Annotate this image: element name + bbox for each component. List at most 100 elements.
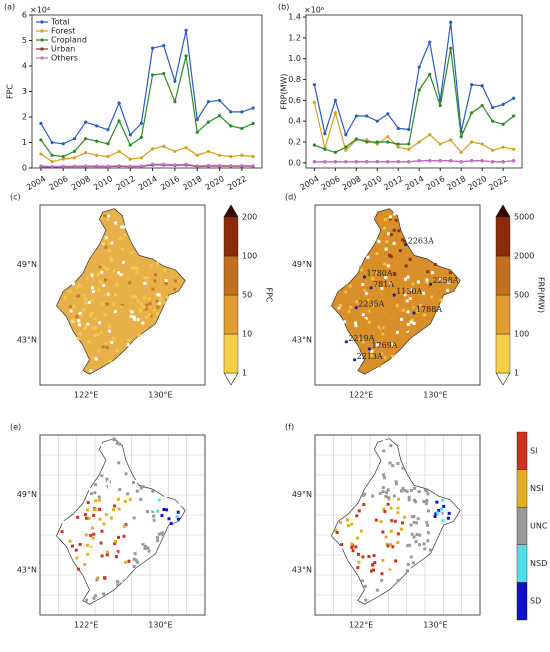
- data-point: [150, 73, 155, 77]
- data-point: [501, 160, 505, 164]
- pixel: [141, 321, 145, 325]
- pixel: [376, 328, 380, 332]
- pixel: [389, 215, 393, 219]
- pixel: [138, 307, 142, 311]
- pixel: [393, 212, 397, 216]
- pixel: [126, 492, 130, 496]
- cbar-label: FRP(MW): [537, 277, 546, 313]
- pixel: [380, 446, 384, 450]
- legend-marker: [40, 29, 44, 33]
- data-point: [139, 156, 144, 160]
- pixel: [176, 517, 180, 521]
- pixel: [422, 500, 426, 504]
- x-tick-label: 2004: [25, 174, 47, 192]
- pixel: [177, 503, 181, 507]
- pixel: [112, 337, 116, 341]
- pixel: [77, 567, 81, 571]
- pixel: [409, 555, 413, 559]
- lon-label: 130°E: [148, 621, 172, 630]
- pixel: [127, 559, 131, 563]
- pixel: [131, 295, 135, 299]
- pixel: [388, 253, 392, 257]
- pixel: [78, 332, 82, 336]
- pixel: [155, 299, 159, 303]
- pixel: [363, 584, 367, 588]
- pixel: [371, 268, 375, 272]
- pixel: [110, 241, 114, 245]
- pixel: [350, 522, 354, 526]
- data-point: [95, 124, 99, 128]
- pixel: [359, 346, 363, 350]
- pixel: [346, 524, 350, 528]
- pixel: [100, 270, 104, 274]
- pixel: [355, 514, 359, 518]
- pixel: [122, 225, 126, 229]
- pixel: [385, 240, 389, 244]
- data-point: [106, 142, 110, 146]
- y-tick-label: 0: [22, 164, 27, 173]
- cbar-tick-label: 500: [514, 291, 529, 300]
- region: [56, 438, 186, 605]
- pixel: [161, 533, 165, 537]
- pixel: [391, 545, 395, 549]
- data-point: [501, 145, 505, 149]
- pixel: [121, 260, 125, 264]
- pixel: [379, 520, 383, 524]
- pixel: [141, 542, 145, 546]
- data-point: [407, 160, 411, 164]
- data-point: [396, 142, 400, 146]
- data-point: [407, 127, 411, 132]
- pixel: [91, 275, 95, 279]
- data-point: [139, 164, 144, 168]
- series-line: [40, 163, 254, 168]
- pixel: [116, 550, 120, 554]
- pixel: [433, 514, 437, 518]
- pixel: [366, 595, 370, 599]
- pixel: [412, 321, 416, 325]
- pixel: [107, 329, 111, 333]
- pixel: [399, 489, 403, 493]
- pixel: [387, 497, 391, 501]
- pixel: [104, 483, 108, 487]
- pixel: [439, 507, 443, 511]
- pixel: [118, 237, 122, 241]
- pixel: [122, 524, 126, 528]
- pixel: [72, 319, 76, 323]
- pixel: [396, 506, 400, 510]
- pixel: [357, 560, 361, 564]
- pixel: [88, 487, 92, 491]
- pixel: [152, 508, 156, 512]
- pixel: [382, 224, 386, 228]
- data-point: [438, 142, 442, 146]
- data-point: [150, 147, 155, 151]
- data-point: [354, 160, 358, 164]
- pixel: [90, 286, 94, 290]
- pixel: [135, 485, 139, 489]
- pixel: [128, 281, 132, 285]
- pixel: [406, 275, 410, 279]
- pixel: [157, 301, 161, 305]
- pixel: [140, 494, 144, 498]
- pixel: [152, 308, 156, 312]
- pixel: [98, 517, 102, 521]
- pixel: [392, 321, 396, 325]
- pixel: [415, 298, 419, 302]
- y-tick-label: 0.8: [288, 75, 301, 84]
- station: [353, 358, 357, 362]
- pixel: [394, 475, 398, 479]
- pixel: [396, 461, 400, 465]
- data-point: [117, 164, 121, 168]
- pixel: [102, 592, 106, 596]
- pixel: [105, 302, 109, 306]
- pixel: [154, 496, 158, 500]
- pixel: [86, 552, 90, 556]
- pixel: [114, 221, 118, 225]
- pixel: [381, 329, 385, 333]
- pixel: [389, 444, 393, 448]
- pixel: [357, 552, 361, 556]
- data-point: [217, 163, 222, 168]
- pixel: [132, 315, 136, 319]
- pixel: [68, 539, 72, 543]
- pixel: [378, 491, 382, 495]
- cbar-top: [495, 204, 511, 218]
